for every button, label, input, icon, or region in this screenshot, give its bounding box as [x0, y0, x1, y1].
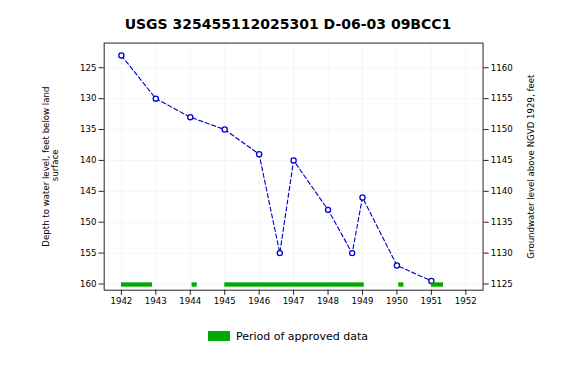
html-text:USGS 325455112025301 D-06-03 0: USGS 325455112025301 D-06-03 09BCC1: [124, 16, 452, 32]
svg-text:1130: 1130: [491, 248, 513, 258]
svg-text:1943: 1943: [145, 296, 167, 306]
svg-text:1945: 1945: [214, 296, 236, 306]
svg-text:1125: 1125: [491, 279, 513, 289]
svg-text:1948: 1948: [317, 296, 339, 306]
svg-text:130: 130: [80, 93, 96, 103]
svg-text:150: 150: [80, 217, 96, 227]
svg-text:1942: 1942: [110, 296, 132, 306]
svg-text:1952: 1952: [455, 296, 477, 306]
svg-text:Groundwater level above NGVD 1: Groundwater level above NGVD 1929, feet: [526, 74, 536, 259]
svg-text:Depth to water level, feet bel: Depth to water level, feet below land su…: [41, 87, 60, 247]
svg-text:1160: 1160: [491, 63, 513, 73]
svg-text:1140: 1140: [491, 186, 513, 196]
svg-text:1951: 1951: [420, 296, 442, 306]
svg-text:145: 145: [80, 186, 96, 196]
svg-text:1946: 1946: [248, 296, 270, 306]
svg-text:1947: 1947: [283, 296, 305, 306]
svg-text:1949: 1949: [352, 296, 374, 306]
html-text:Period of approved data: Period of approved data: [235, 329, 369, 343]
svg-text:1135: 1135: [491, 217, 513, 227]
svg-text:1950: 1950: [386, 296, 408, 306]
svg-text:1944: 1944: [179, 296, 201, 306]
svg-text:1145: 1145: [491, 155, 513, 165]
svg-text:160: 160: [80, 279, 96, 289]
svg-text:1155: 1155: [491, 93, 513, 103]
svg-text:155: 155: [80, 248, 96, 258]
svg-text:125: 125: [80, 63, 96, 73]
svg-text:140: 140: [80, 155, 96, 165]
svg-text:135: 135: [80, 124, 96, 134]
svg-text:1150: 1150: [491, 124, 513, 134]
